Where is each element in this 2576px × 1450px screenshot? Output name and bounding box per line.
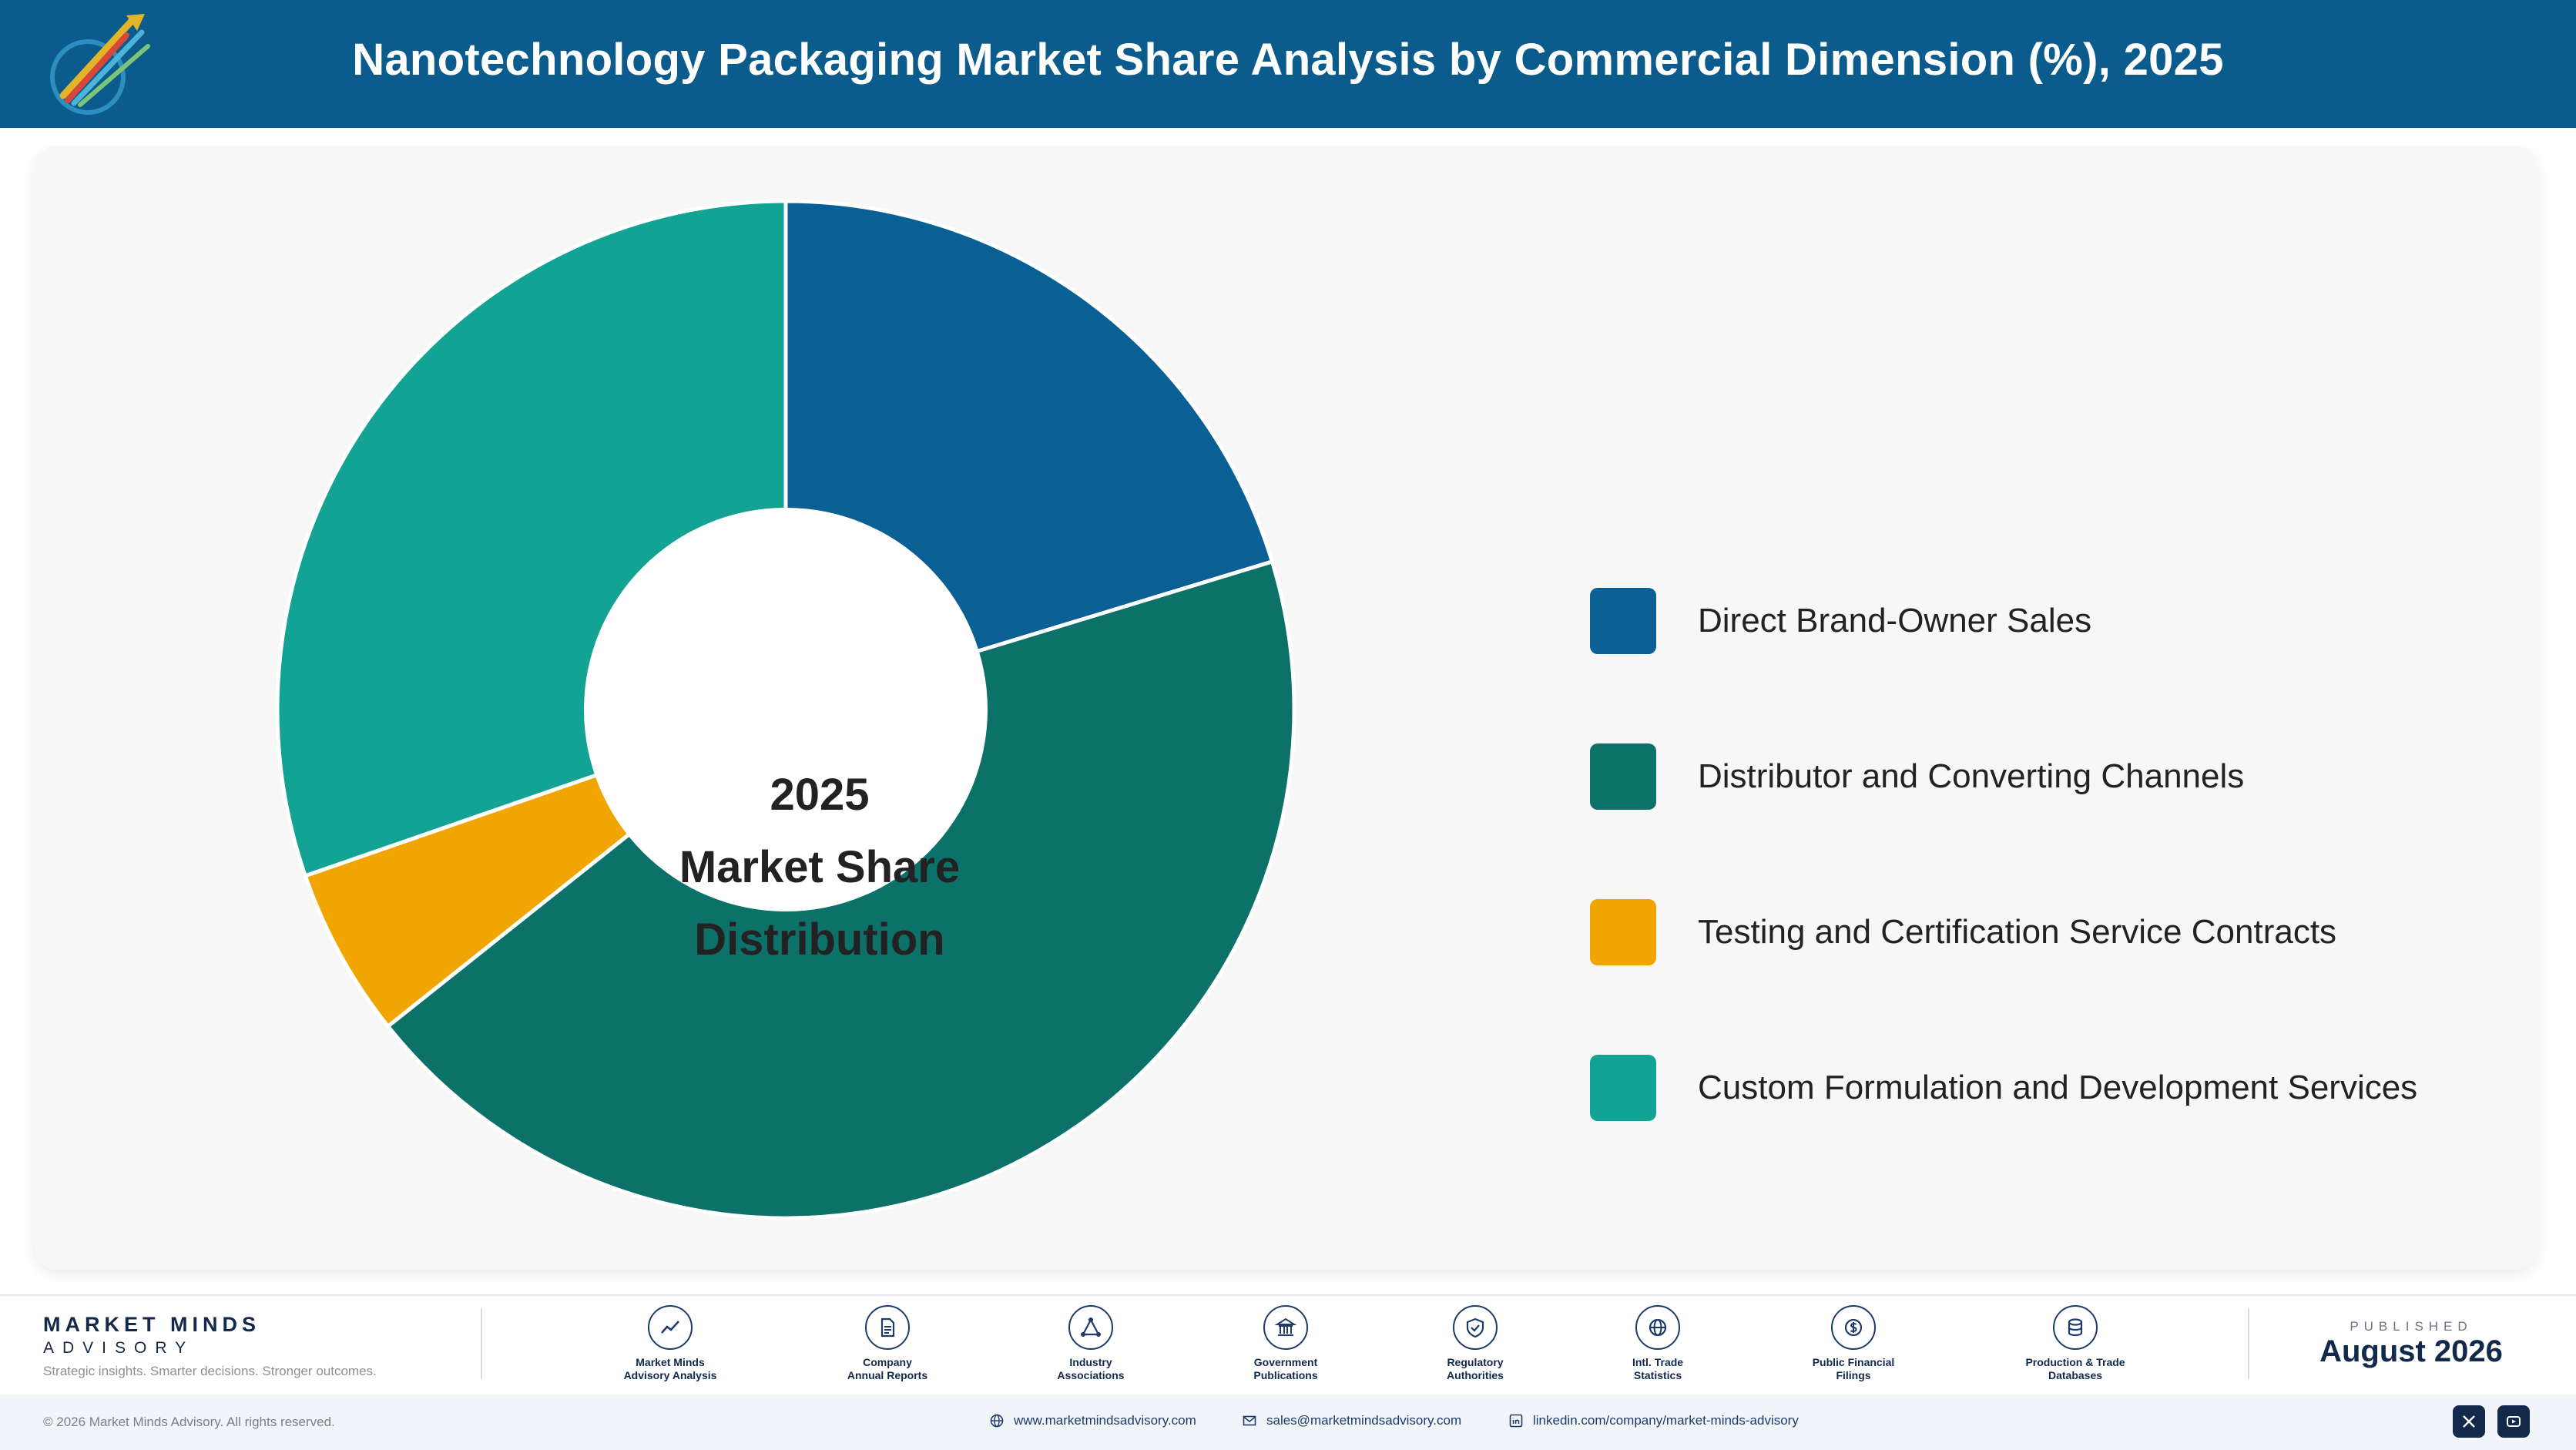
source-label: Company xyxy=(863,1356,912,1368)
legend-item: Testing and Certification Service Contra… xyxy=(1590,899,2417,965)
center-label-year: 2025 xyxy=(770,770,870,820)
source-item: Industry Associations xyxy=(1006,1305,1176,1382)
document-icon xyxy=(865,1305,910,1350)
source-label: Annual Reports xyxy=(847,1369,928,1381)
published-date: August 2026 xyxy=(2319,1334,2503,1368)
shield-icon xyxy=(1453,1305,1498,1350)
data-sources: Market Minds Advisory Analysis Company Ann… xyxy=(0,1305,2576,1390)
source-label: Associations xyxy=(1057,1369,1125,1381)
legend-swatch xyxy=(1590,588,1656,654)
footer-bottom-bar: © 2026 Market Minds Advisory. All rights… xyxy=(0,1395,2576,1450)
donut-hole xyxy=(584,508,988,911)
globe-icon xyxy=(1635,1305,1680,1350)
brand-subtitle: ADVISORY xyxy=(43,1339,195,1357)
company-logo xyxy=(50,14,150,115)
pie-center-label: 2025 Market Share Distribution xyxy=(635,759,1005,976)
legend-swatch xyxy=(1590,1055,1656,1121)
building-icon xyxy=(1263,1305,1308,1350)
source-label: Advisory Analysis xyxy=(623,1369,717,1381)
brand-tagline: Strategic insights. Smarter decisions. S… xyxy=(43,1364,377,1378)
website-link[interactable]: www.marketmindsadvisory.com xyxy=(989,1413,1196,1428)
source-item: Regulatory Authorities xyxy=(1390,1305,1560,1382)
published-label: PUBLISHED xyxy=(2350,1319,2473,1334)
trend-chart-icon xyxy=(648,1305,693,1350)
pie-chart xyxy=(275,199,1296,1220)
mail-icon xyxy=(1243,1415,1256,1426)
x-social-button[interactable] xyxy=(2453,1405,2485,1438)
footer-divider xyxy=(481,1308,482,1379)
database-icon xyxy=(2053,1305,2098,1350)
source-label: Publications xyxy=(1253,1369,1318,1381)
legend-swatch xyxy=(1590,899,1656,965)
source-label: Industry xyxy=(1069,1356,1112,1368)
source-label: Authorities xyxy=(1447,1369,1504,1381)
brand-name: MARKET MINDS xyxy=(43,1313,260,1336)
legend-label: Direct Brand-Owner Sales xyxy=(1698,602,2092,639)
legend-label: Distributor and Converting Channels xyxy=(1698,757,2245,795)
source-label: Government xyxy=(1253,1356,1318,1368)
source-item: Intl. Trade Statistics xyxy=(1573,1305,1742,1382)
chart-card: 2025 Market Share Distribution Direct Br… xyxy=(34,146,2537,1270)
chart-legend: Direct Brand-Owner Sales Distributor and… xyxy=(1590,588,2417,1210)
email-text[interactable]: sales@marketmindsadvisory.com xyxy=(1266,1413,1462,1428)
source-label: Databases xyxy=(2048,1369,2103,1381)
page-title: Nanotechnology Packaging Market Share An… xyxy=(352,35,2224,85)
header-bar: Nanotechnology Packaging Market Share An… xyxy=(0,0,2576,128)
source-label: Production & Trade xyxy=(2025,1356,2125,1368)
source-label: Filings xyxy=(1836,1369,1871,1381)
legend-swatch xyxy=(1590,743,1656,810)
center-label-line2: Market Share xyxy=(679,842,961,892)
linkedin-icon xyxy=(1509,1414,1523,1428)
legend-item: Distributor and Converting Channels xyxy=(1590,743,2417,810)
source-item: Government Publications xyxy=(1201,1305,1370,1382)
source-label: Intl. Trade xyxy=(1632,1356,1684,1368)
legend-item: Custom Formulation and Development Servi… xyxy=(1590,1055,2417,1121)
footer: MARKET MINDS ADVISORY Strategic insights… xyxy=(0,1294,2576,1450)
source-item: Public Financial Filings xyxy=(1769,1305,1938,1382)
network-icon xyxy=(1068,1305,1113,1350)
source-label: Market Minds xyxy=(636,1356,705,1368)
legend-item: Direct Brand-Owner Sales xyxy=(1590,588,2417,654)
linkedin-link[interactable]: linkedin.com/company/market-minds-adviso… xyxy=(1508,1413,1799,1428)
source-item: Company Annual Reports xyxy=(803,1305,972,1382)
email-link[interactable]: sales@marketmindsadvisory.com xyxy=(1242,1413,1461,1428)
legend-label: Custom Formulation and Development Servi… xyxy=(1698,1069,2418,1106)
center-label-line3: Distribution xyxy=(694,915,945,965)
source-item: Market Minds Advisory Analysis xyxy=(585,1305,755,1382)
source-label: Public Financial xyxy=(1812,1356,1895,1368)
copyright-text: © 2026 Market Minds Advisory. All rights… xyxy=(43,1415,335,1429)
coin-icon xyxy=(1831,1305,1876,1350)
source-label: Statistics xyxy=(1633,1369,1682,1381)
youtube-social-button[interactable] xyxy=(2497,1405,2530,1438)
x-icon xyxy=(2463,1415,2475,1428)
source-item: Production & Trade Databases xyxy=(1991,1305,2160,1382)
website-text[interactable]: www.marketmindsadvisory.com xyxy=(1014,1413,1196,1428)
youtube-icon xyxy=(2507,1416,2521,1427)
source-label: Regulatory xyxy=(1447,1356,1504,1368)
legend-label: Testing and Certification Service Contra… xyxy=(1698,913,2337,951)
linkedin-text[interactable]: linkedin.com/company/market-minds-adviso… xyxy=(1533,1413,1799,1428)
footer-divider xyxy=(2248,1308,2249,1379)
globe-icon xyxy=(990,1414,1004,1428)
